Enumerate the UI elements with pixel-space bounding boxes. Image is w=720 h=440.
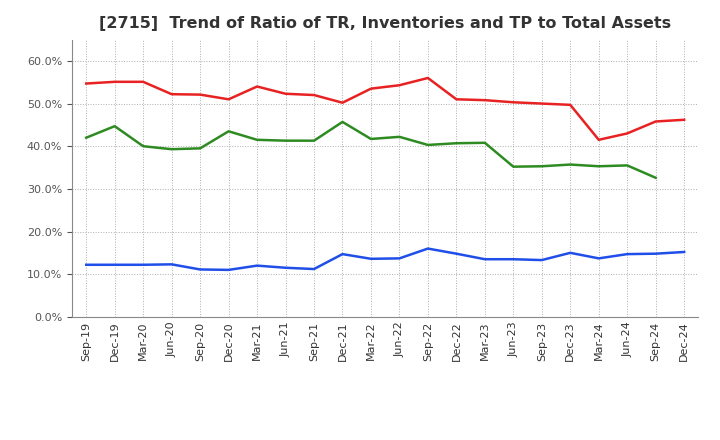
Inventories [253,263,261,268]
Trade Payables [509,164,518,169]
Inventories [338,252,347,257]
Trade Receivables [680,117,688,122]
Inventories [395,256,404,261]
Trade Receivables [395,83,404,88]
Trade Payables [82,135,91,140]
Trade Receivables [623,131,631,136]
Trade Receivables [110,79,119,84]
Trade Payables [110,124,119,129]
Trade Payables [537,164,546,169]
Trade Receivables [225,97,233,102]
Trade Receivables [253,84,261,89]
Inventories [282,265,290,271]
Trade Receivables [366,86,375,91]
Trade Receivables [196,92,204,97]
Inventories [652,251,660,257]
Trade Payables [253,137,261,143]
Inventories [423,246,432,251]
Trade Receivables [139,79,148,84]
Trade Receivables [310,92,318,98]
Trade Payables [282,138,290,143]
Trade Payables [395,134,404,139]
Trade Payables [423,142,432,147]
Line: Trade Receivables: Trade Receivables [86,78,684,140]
Inventories [452,251,461,257]
Inventories [310,266,318,271]
Trade Payables [167,147,176,152]
Inventories [566,250,575,256]
Inventories [366,256,375,261]
Line: Inventories: Inventories [86,249,684,270]
Inventories [595,256,603,261]
Trade Payables [139,143,148,149]
Inventories [82,262,91,268]
Trade Payables [595,164,603,169]
Trade Payables [452,141,461,146]
Inventories [480,257,489,262]
Trade Receivables [652,119,660,124]
Trade Receivables [480,98,489,103]
Trade Payables [225,128,233,134]
Trade Receivables [423,75,432,81]
Trade Payables [480,140,489,146]
Trade Payables [652,175,660,180]
Inventories [537,257,546,263]
Trade Receivables [537,101,546,106]
Trade Payables [310,138,318,143]
Trade Receivables [167,92,176,97]
Trade Receivables [595,137,603,143]
Trade Payables [623,163,631,168]
Trade Receivables [452,97,461,102]
Inventories [196,267,204,272]
Trade Payables [566,162,575,167]
Inventories [225,267,233,272]
Trade Receivables [82,81,91,86]
Trade Receivables [282,91,290,96]
Trade Payables [338,119,347,125]
Inventories [110,262,119,268]
Trade Receivables [338,100,347,105]
Inventories [139,262,148,268]
Trade Receivables [509,99,518,105]
Inventories [167,262,176,267]
Trade Receivables [566,102,575,107]
Line: Trade Payables: Trade Payables [86,122,656,178]
Inventories [680,249,688,255]
Inventories [623,252,631,257]
Trade Payables [366,136,375,142]
Title: [2715]  Trend of Ratio of TR, Inventories and TP to Total Assets: [2715] Trend of Ratio of TR, Inventories… [99,16,671,32]
Trade Payables [196,146,204,151]
Inventories [509,257,518,262]
